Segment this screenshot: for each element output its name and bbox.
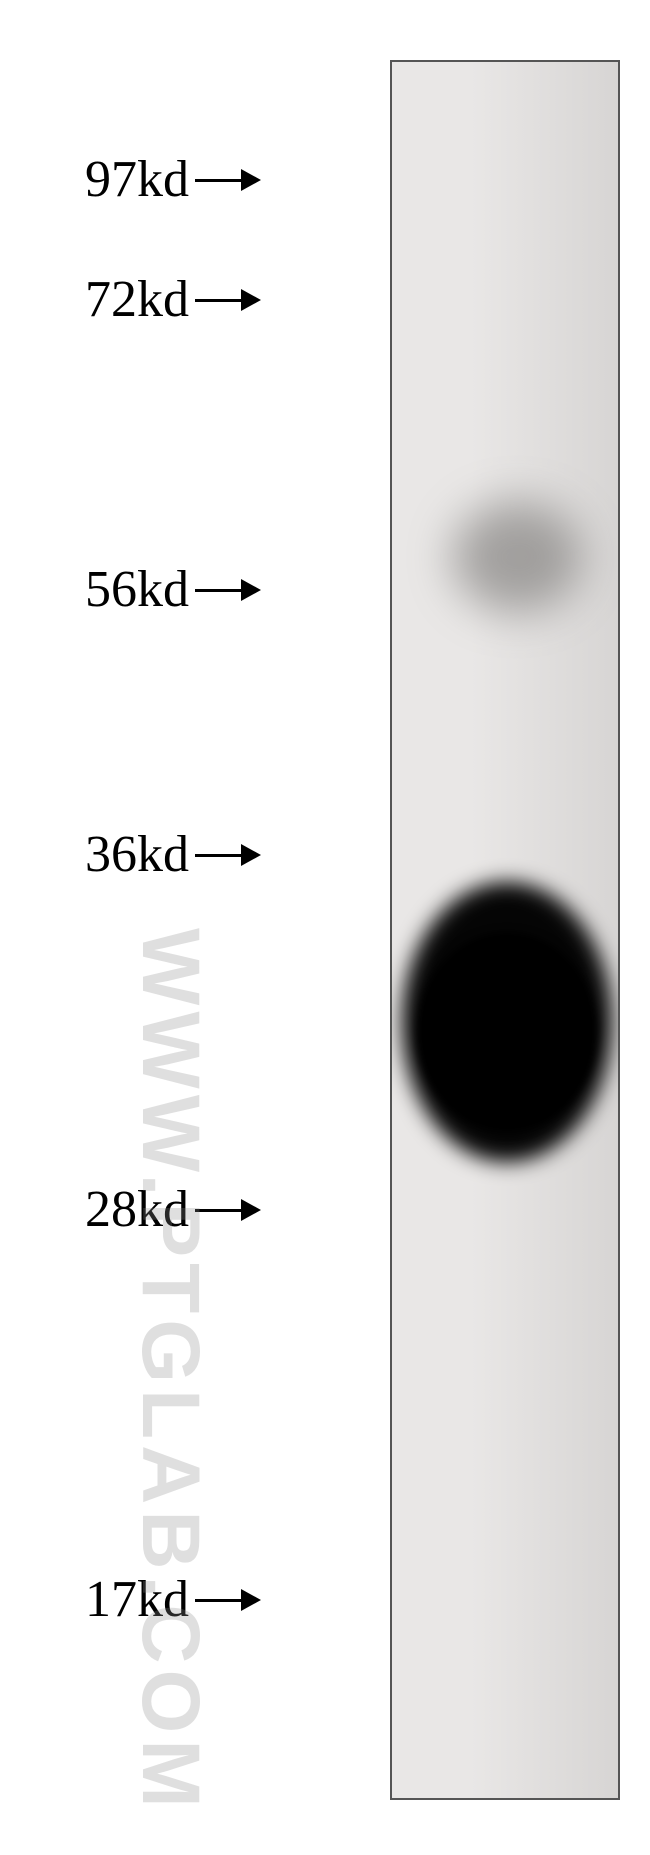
mw-marker-label: 17kd: [85, 1574, 189, 1626]
blot-figure: 97kd 72kd 56kd 36kd 28kd 17kd WWW.PTGLAB.COM: [0, 0, 650, 1855]
mw-marker-label: 72kd: [85, 274, 189, 326]
arrow-body: [195, 1209, 241, 1212]
mw-marker: 17kd: [85, 1574, 261, 1626]
gel-lane: [390, 60, 620, 1800]
blot-band: [417, 932, 597, 1132]
arrow-right-icon: [241, 579, 261, 601]
mw-marker-label: 56kd: [85, 564, 189, 616]
arrow-body: [195, 179, 241, 182]
arrow-body: [195, 854, 241, 857]
mw-marker: 72kd: [85, 274, 261, 326]
arrow-body: [195, 589, 241, 592]
mw-marker-label: 97kd: [85, 154, 189, 206]
mw-marker: 36kd: [85, 829, 261, 881]
mw-marker: 28kd: [85, 1184, 261, 1236]
mw-marker-label: 28kd: [85, 1184, 189, 1236]
arrow-body: [195, 299, 241, 302]
arrow-right-icon: [241, 844, 261, 866]
blot-band: [452, 502, 582, 612]
mw-marker: 56kd: [85, 564, 261, 616]
mw-marker-label: 36kd: [85, 829, 189, 881]
watermark-text: WWW.PTGLAB.COM: [123, 928, 217, 1814]
arrow-right-icon: [241, 1589, 261, 1611]
gel-lane-background: [392, 62, 618, 1798]
arrow-right-icon: [241, 1199, 261, 1221]
arrow-right-icon: [241, 169, 261, 191]
mw-marker: 97kd: [85, 154, 261, 206]
arrow-right-icon: [241, 289, 261, 311]
arrow-body: [195, 1599, 241, 1602]
